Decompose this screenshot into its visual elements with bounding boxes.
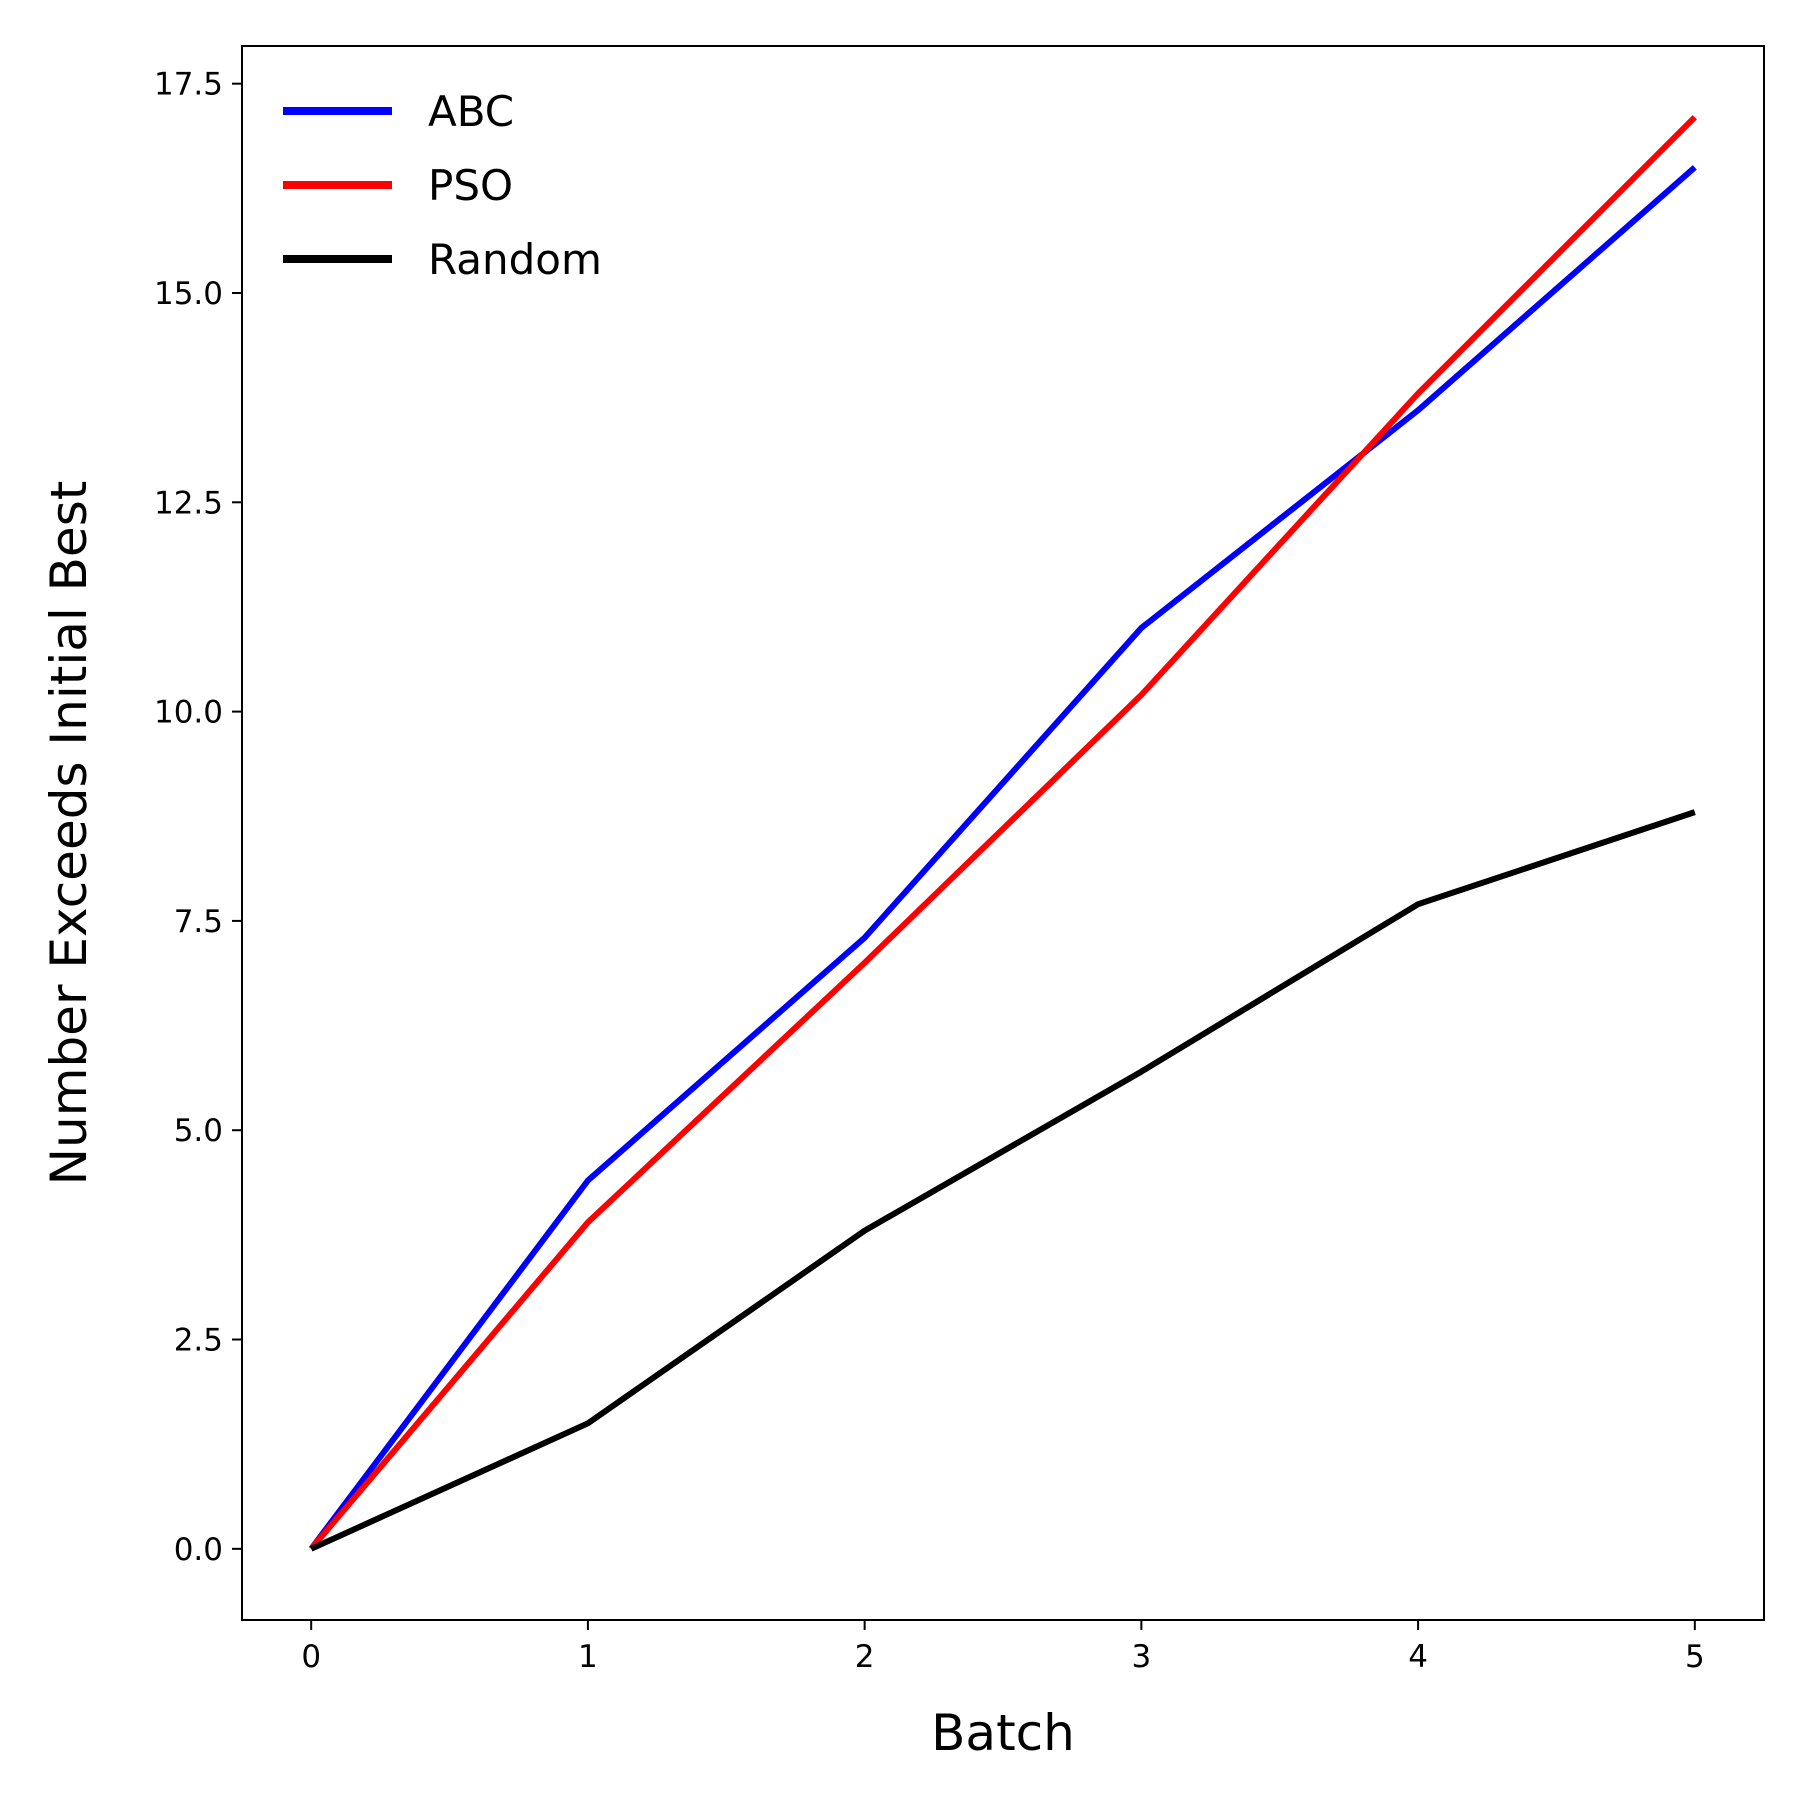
plot-lines bbox=[308, 115, 1697, 1552]
legend-label-abc: ABC bbox=[428, 87, 514, 136]
y-tick-label: 7.5 bbox=[174, 904, 223, 940]
y-tick-label: 10.0 bbox=[154, 695, 223, 731]
y-tick-label: 12.5 bbox=[154, 485, 223, 521]
x-axis-label: Batch bbox=[931, 1704, 1075, 1762]
x-tick-label: 0 bbox=[301, 1639, 321, 1675]
y-axis-ticks: 0.0 2.5 5.0 7.5 10.0 12.5 15.0 17.5 bbox=[154, 67, 242, 1568]
x-tick-label: 4 bbox=[1408, 1639, 1428, 1675]
y-tick-label: 2.5 bbox=[174, 1323, 223, 1359]
series-line-abc bbox=[308, 165, 1697, 1551]
series-line-pso bbox=[308, 115, 1697, 1551]
x-tick-label: 5 bbox=[1685, 1639, 1705, 1675]
y-tick-label: 5.0 bbox=[174, 1113, 223, 1149]
y-axis-label: Number Exceeds Initial Best bbox=[40, 481, 98, 1186]
series-line-random bbox=[309, 809, 1696, 1552]
plot-frame bbox=[241, 45, 1765, 1621]
legend-label-pso: PSO bbox=[428, 161, 513, 210]
x-tick-label: 1 bbox=[578, 1639, 598, 1675]
y-tick-label: 17.5 bbox=[154, 67, 223, 103]
legend-label-random: Random bbox=[428, 235, 602, 284]
x-tick-label: 3 bbox=[1131, 1639, 1151, 1675]
y-tick-label: 15.0 bbox=[154, 276, 223, 312]
legend: ABC PSO Random bbox=[283, 87, 602, 284]
y-tick-label: 0.0 bbox=[174, 1532, 223, 1568]
x-tick-label: 2 bbox=[855, 1639, 875, 1675]
x-axis-ticks: 0 1 2 3 4 5 bbox=[301, 1620, 1705, 1675]
